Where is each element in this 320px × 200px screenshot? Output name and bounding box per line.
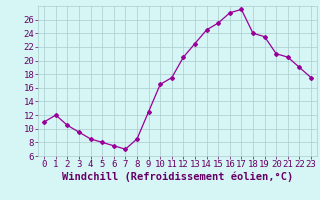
X-axis label: Windchill (Refroidissement éolien,°C): Windchill (Refroidissement éolien,°C) [62, 172, 293, 182]
